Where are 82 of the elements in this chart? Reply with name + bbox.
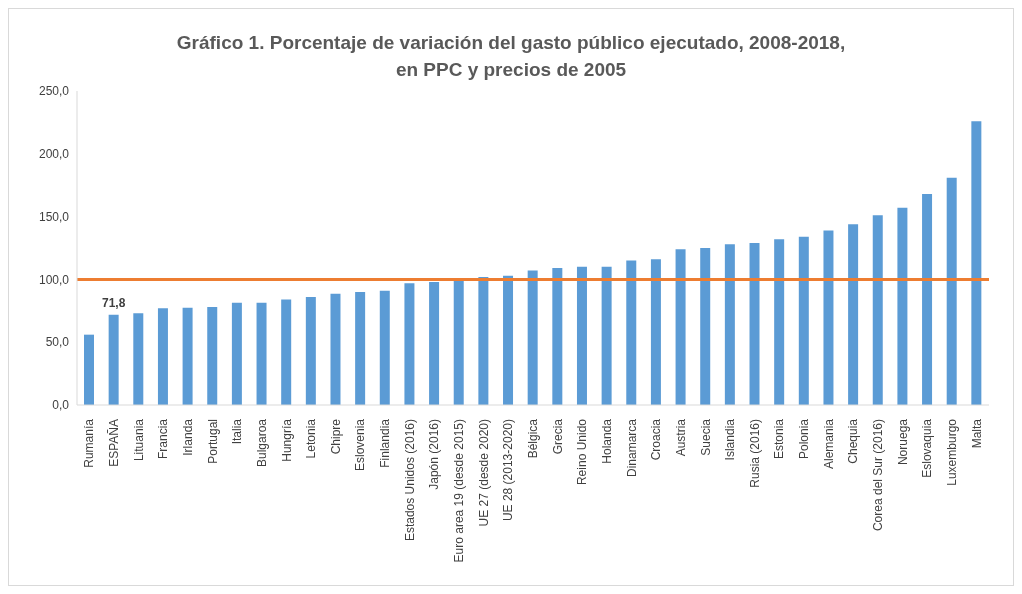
x-tick-label: Portugal [205,419,220,464]
x-tick-label: Japón (2016) [427,419,442,490]
x-tick-label: Polonia [797,418,812,460]
bar [453,279,464,405]
bar [700,248,711,405]
y-tick-label: 100,0 [38,272,70,287]
bar [256,302,267,405]
x-tick-label: Croacia [649,418,664,461]
x-tick-label: Irlanda [180,418,195,456]
x-tick-label: Rumanía [82,418,97,468]
y-tick-label: 200,0 [38,147,70,162]
x-tick-label: Holanda [599,418,614,464]
bar [724,244,735,405]
bar [503,275,514,405]
bar [774,239,785,405]
x-tick-label: Letonia [304,418,319,459]
bar [601,266,612,405]
bar [404,283,415,405]
y-tick-label: 250,0 [38,84,70,99]
x-tick-label: Italia [230,418,245,445]
x-tick-label: Corea del Sur (2016) [871,419,886,532]
bar [675,249,686,405]
x-tick-label: Austria [673,418,688,457]
bar [897,207,908,405]
y-tick-label: 50,0 [45,335,70,350]
x-tick-label: Reino Unido [575,418,590,486]
bar [922,193,933,405]
bar [231,302,242,405]
x-tick-label: Eslovenia [353,418,368,472]
bar [84,334,94,405]
x-tick-label: Lituania [131,418,146,462]
bar [207,307,218,405]
x-tick-label: Chequia [846,418,861,464]
x-tick-label: Luxemburgo [945,418,960,486]
x-tick-label: Estados Unidos (2016) [402,419,417,542]
bar [971,121,982,405]
x-tick-label: Bulgaroa [254,418,269,468]
bar [527,270,538,405]
data-label: 71,8 [101,295,126,310]
bar [576,266,587,405]
bar [798,236,809,405]
x-tick-label: Noruega [895,418,910,466]
x-tick-label: Islandia [723,418,738,461]
bar [749,242,760,405]
x-tick-label: Suecia [698,418,713,456]
x-tick-label: Bélgica [526,418,540,459]
y-tick-label: 150,0 [38,209,70,224]
bar [552,268,563,405]
bar [157,308,168,405]
y-tick-label: 0,0 [52,398,70,413]
x-tick-label: Grecia [550,418,565,455]
bar [133,313,144,405]
x-tick-label: UE 28 (2013-2020) [501,419,516,522]
x-tick-label: Francia [156,418,171,460]
x-tick-label: ESPAÑA [106,419,121,467]
bar [429,281,440,405]
bar [946,177,957,405]
bar [379,290,390,405]
bar [650,259,661,405]
x-tick-label: Rusia (2016) [747,419,762,488]
x-tick-label: Euro area 19 (desde 2015) [452,419,467,563]
x-tick-label: Chipre [328,418,343,455]
bar [872,215,883,405]
bar [823,230,834,405]
x-tick-label: Hungría [279,418,294,462]
bar [478,276,489,405]
bar [848,224,859,405]
x-tick-label: Dinamarca [624,418,639,478]
bar [281,299,292,405]
bar [182,307,193,405]
x-tick-label: Estonia [772,418,787,460]
x-tick-label: Alemania [821,418,836,470]
bar [305,296,316,405]
x-tick-label: Finlandia [378,418,393,468]
bar [626,260,637,405]
x-tick-label: Eslovaquia [920,418,935,478]
chart-title: Gráfico 1. Porcentaje de variación del gasto público ejecutado, 2008-2018, en PPC y precios de 2005 [175,31,847,82]
bar [108,314,119,405]
x-tick-label: UE 27 (desde 2020) [476,419,491,527]
bar [330,293,341,405]
bar [355,291,366,405]
x-tick-label: Malta [969,418,984,449]
